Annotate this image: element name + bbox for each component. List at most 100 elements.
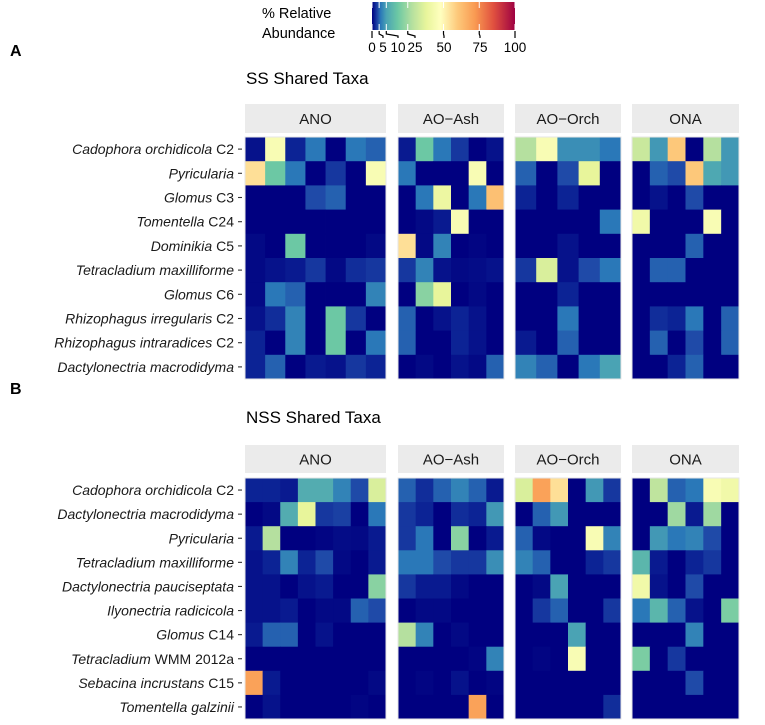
heatmap-cell [515,233,537,259]
heatmap-cell [532,574,551,599]
heatmap-cell [265,137,286,162]
heatmap-cell [685,354,704,380]
heatmap-cell [468,694,487,720]
heatmap-cell [285,306,306,331]
heatmap-cell [468,209,487,235]
facet-strip [632,445,739,473]
heatmap-cell [667,574,686,599]
heatmap-cell [415,502,434,527]
heatmap-cell [433,670,452,696]
row-label: Pyricularia [169,165,235,181]
heatmap-cell [557,258,579,283]
heatmap-cell [632,161,651,186]
heatmap-cell [451,306,470,331]
heatmap-cell [365,233,387,259]
heatmap-cell [515,694,534,720]
heatmap-cell [550,694,569,720]
row-label-taxon: Rhizophagus irregularis [65,311,212,327]
heatmap-cell [721,598,740,623]
heatmap-cell [245,258,266,283]
heatmap-cell [245,161,266,186]
heatmap-cell [667,258,686,283]
heatmap-cell [245,622,264,648]
heatmap-cell [536,330,558,356]
heatmap-cell [685,137,704,162]
heatmap-cell [398,233,417,259]
heatmap-cell [285,209,306,235]
heatmap-cell [345,330,367,356]
row-label-taxon: Dactylonectria pauciseptata [62,578,234,594]
heatmap-cell [486,185,505,210]
heatmap-cell [468,622,487,648]
heatmap-cell [649,646,669,672]
panel-title: NSS Shared Taxa [246,408,381,427]
heatmap-cell [368,502,387,527]
heatmap-cell [368,526,387,551]
heatmap-cell [685,550,704,575]
heatmap-cell [315,550,334,575]
heatmap-cell [345,282,367,307]
heatmap-cell [578,282,601,307]
heatmap-cell [685,209,704,235]
row-label: Tomentella galzinii [119,699,235,715]
heatmap-cell [515,306,537,331]
heatmap-cell [265,354,286,380]
heatmap-cell [685,646,704,672]
heatmap-cell [703,478,722,503]
row-label: Tetracladium maxilliforme [76,262,234,278]
heatmap-cell [451,161,470,186]
row-label: Glomus C6 [164,286,234,302]
heatmap-cell [532,478,551,503]
heatmap-cell [703,598,722,623]
heatmap-cell [468,478,487,503]
color-legend: % Relative Abundance 0 5 10 25 50 75 100 [262,2,526,55]
heatmap-cell [685,526,704,551]
heatmap-cell [536,209,558,235]
heatmap-cell [433,478,452,503]
heatmap-cell [468,574,487,599]
heatmap-cell [285,185,306,210]
heatmap-cell [632,694,651,720]
heatmap-cell [667,502,686,527]
heatmap-cell [451,258,470,283]
heatmap-cell [703,330,722,356]
heatmap-cell [632,526,651,551]
row-label-suffix: C5 [212,238,234,254]
heatmap-cell [603,478,622,503]
row-label-taxon: Tomentella [136,214,204,230]
heatmap-cell [245,694,264,720]
heatmap-cell [368,550,387,575]
heatmap-cell [486,137,505,162]
heatmap-cell [649,354,669,380]
facet-strip-label: ONA [669,452,702,469]
heatmap-cell [667,646,686,672]
heatmap-cell [486,550,505,575]
heatmap-cell [568,550,587,575]
heatmap-cell [451,574,470,599]
heatmap-cell [415,670,434,696]
heatmap-cell [603,526,622,551]
heatmap-cell [486,670,505,696]
heatmap-cell [532,694,551,720]
legend-tick-label: 5 [379,40,387,55]
heatmap-cell [721,354,740,380]
heatmap-cell [486,258,505,283]
heatmap-cell [557,354,579,380]
heatmap-cell [333,574,352,599]
heatmap-cell [315,694,334,720]
heatmap-cell [285,330,306,356]
heatmap-cell [315,526,334,551]
heatmap-cell [486,574,505,599]
panel-letter: A [10,43,22,60]
heatmap-cell [515,526,534,551]
heatmap-cell [398,670,417,696]
row-label-suffix: C3 [212,190,234,206]
heatmap-cell [265,282,286,307]
heatmap-cell [515,330,537,356]
heatmap-cell [486,526,505,551]
heatmap-cell [315,598,334,623]
heatmap-cell [486,161,505,186]
heatmap-cell [245,209,266,235]
heatmap-cell [585,526,604,551]
